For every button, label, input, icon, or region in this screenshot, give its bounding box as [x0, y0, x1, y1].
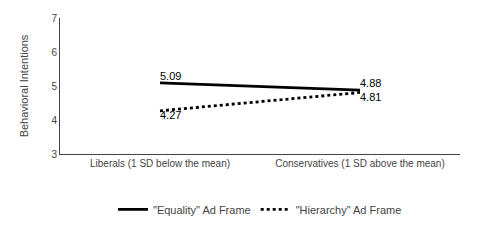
svg-text:Liberals (1 SD below the mean): Liberals (1 SD below the mean): [90, 158, 230, 169]
svg-text:6: 6: [51, 47, 57, 58]
svg-text:5.09: 5.09: [160, 70, 181, 82]
svg-text:"Hierarchy" Ad Frame: "Hierarchy" Ad Frame: [296, 204, 402, 216]
svg-text:5: 5: [51, 81, 57, 92]
svg-text:"Equality" Ad Frame: "Equality" Ad Frame: [153, 204, 251, 216]
svg-text:4.81: 4.81: [360, 91, 381, 103]
svg-text:7: 7: [51, 13, 57, 24]
svg-text:4.27: 4.27: [160, 109, 181, 121]
svg-text:4.88: 4.88: [360, 77, 381, 89]
svg-text:Behavioral Intentions: Behavioral Intentions: [18, 34, 30, 137]
svg-text:4: 4: [51, 115, 57, 126]
svg-text:3: 3: [51, 149, 57, 160]
svg-text:Conservatives (1 SD above the: Conservatives (1 SD above the mean): [275, 158, 445, 169]
